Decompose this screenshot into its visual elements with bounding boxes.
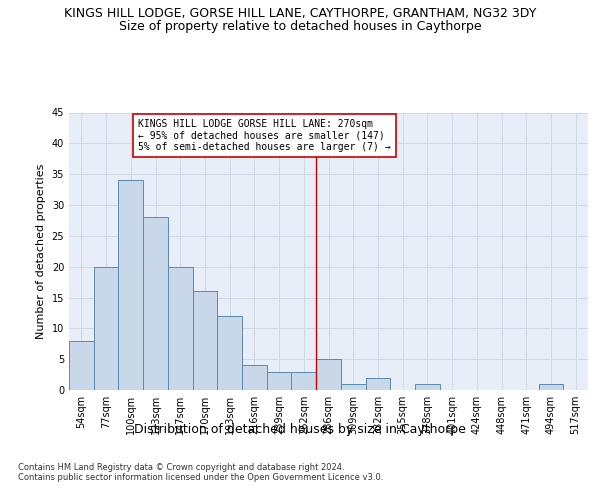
- Text: Distribution of detached houses by size in Caythorpe: Distribution of detached houses by size …: [134, 422, 466, 436]
- Bar: [118, 180, 143, 390]
- Text: KINGS HILL LODGE GORSE HILL LANE: 270sqm
← 95% of detached houses are smaller (1: KINGS HILL LODGE GORSE HILL LANE: 270sqm…: [138, 118, 391, 152]
- Bar: [292, 372, 316, 390]
- Text: Size of property relative to detached houses in Caythorpe: Size of property relative to detached ho…: [119, 20, 481, 33]
- Bar: [217, 316, 242, 390]
- Y-axis label: Number of detached properties: Number of detached properties: [36, 164, 46, 339]
- Text: KINGS HILL LODGE, GORSE HILL LANE, CAYTHORPE, GRANTHAM, NG32 3DY: KINGS HILL LODGE, GORSE HILL LANE, CAYTH…: [64, 8, 536, 20]
- Bar: [415, 384, 440, 390]
- Bar: [341, 384, 365, 390]
- Text: Contains HM Land Registry data © Crown copyright and database right 2024.
Contai: Contains HM Land Registry data © Crown c…: [18, 462, 383, 482]
- Bar: [94, 266, 118, 390]
- Bar: [69, 340, 94, 390]
- Bar: [193, 292, 217, 390]
- Bar: [168, 266, 193, 390]
- Bar: [365, 378, 390, 390]
- Bar: [143, 218, 168, 390]
- Bar: [539, 384, 563, 390]
- Bar: [316, 359, 341, 390]
- Bar: [267, 372, 292, 390]
- Bar: [242, 366, 267, 390]
